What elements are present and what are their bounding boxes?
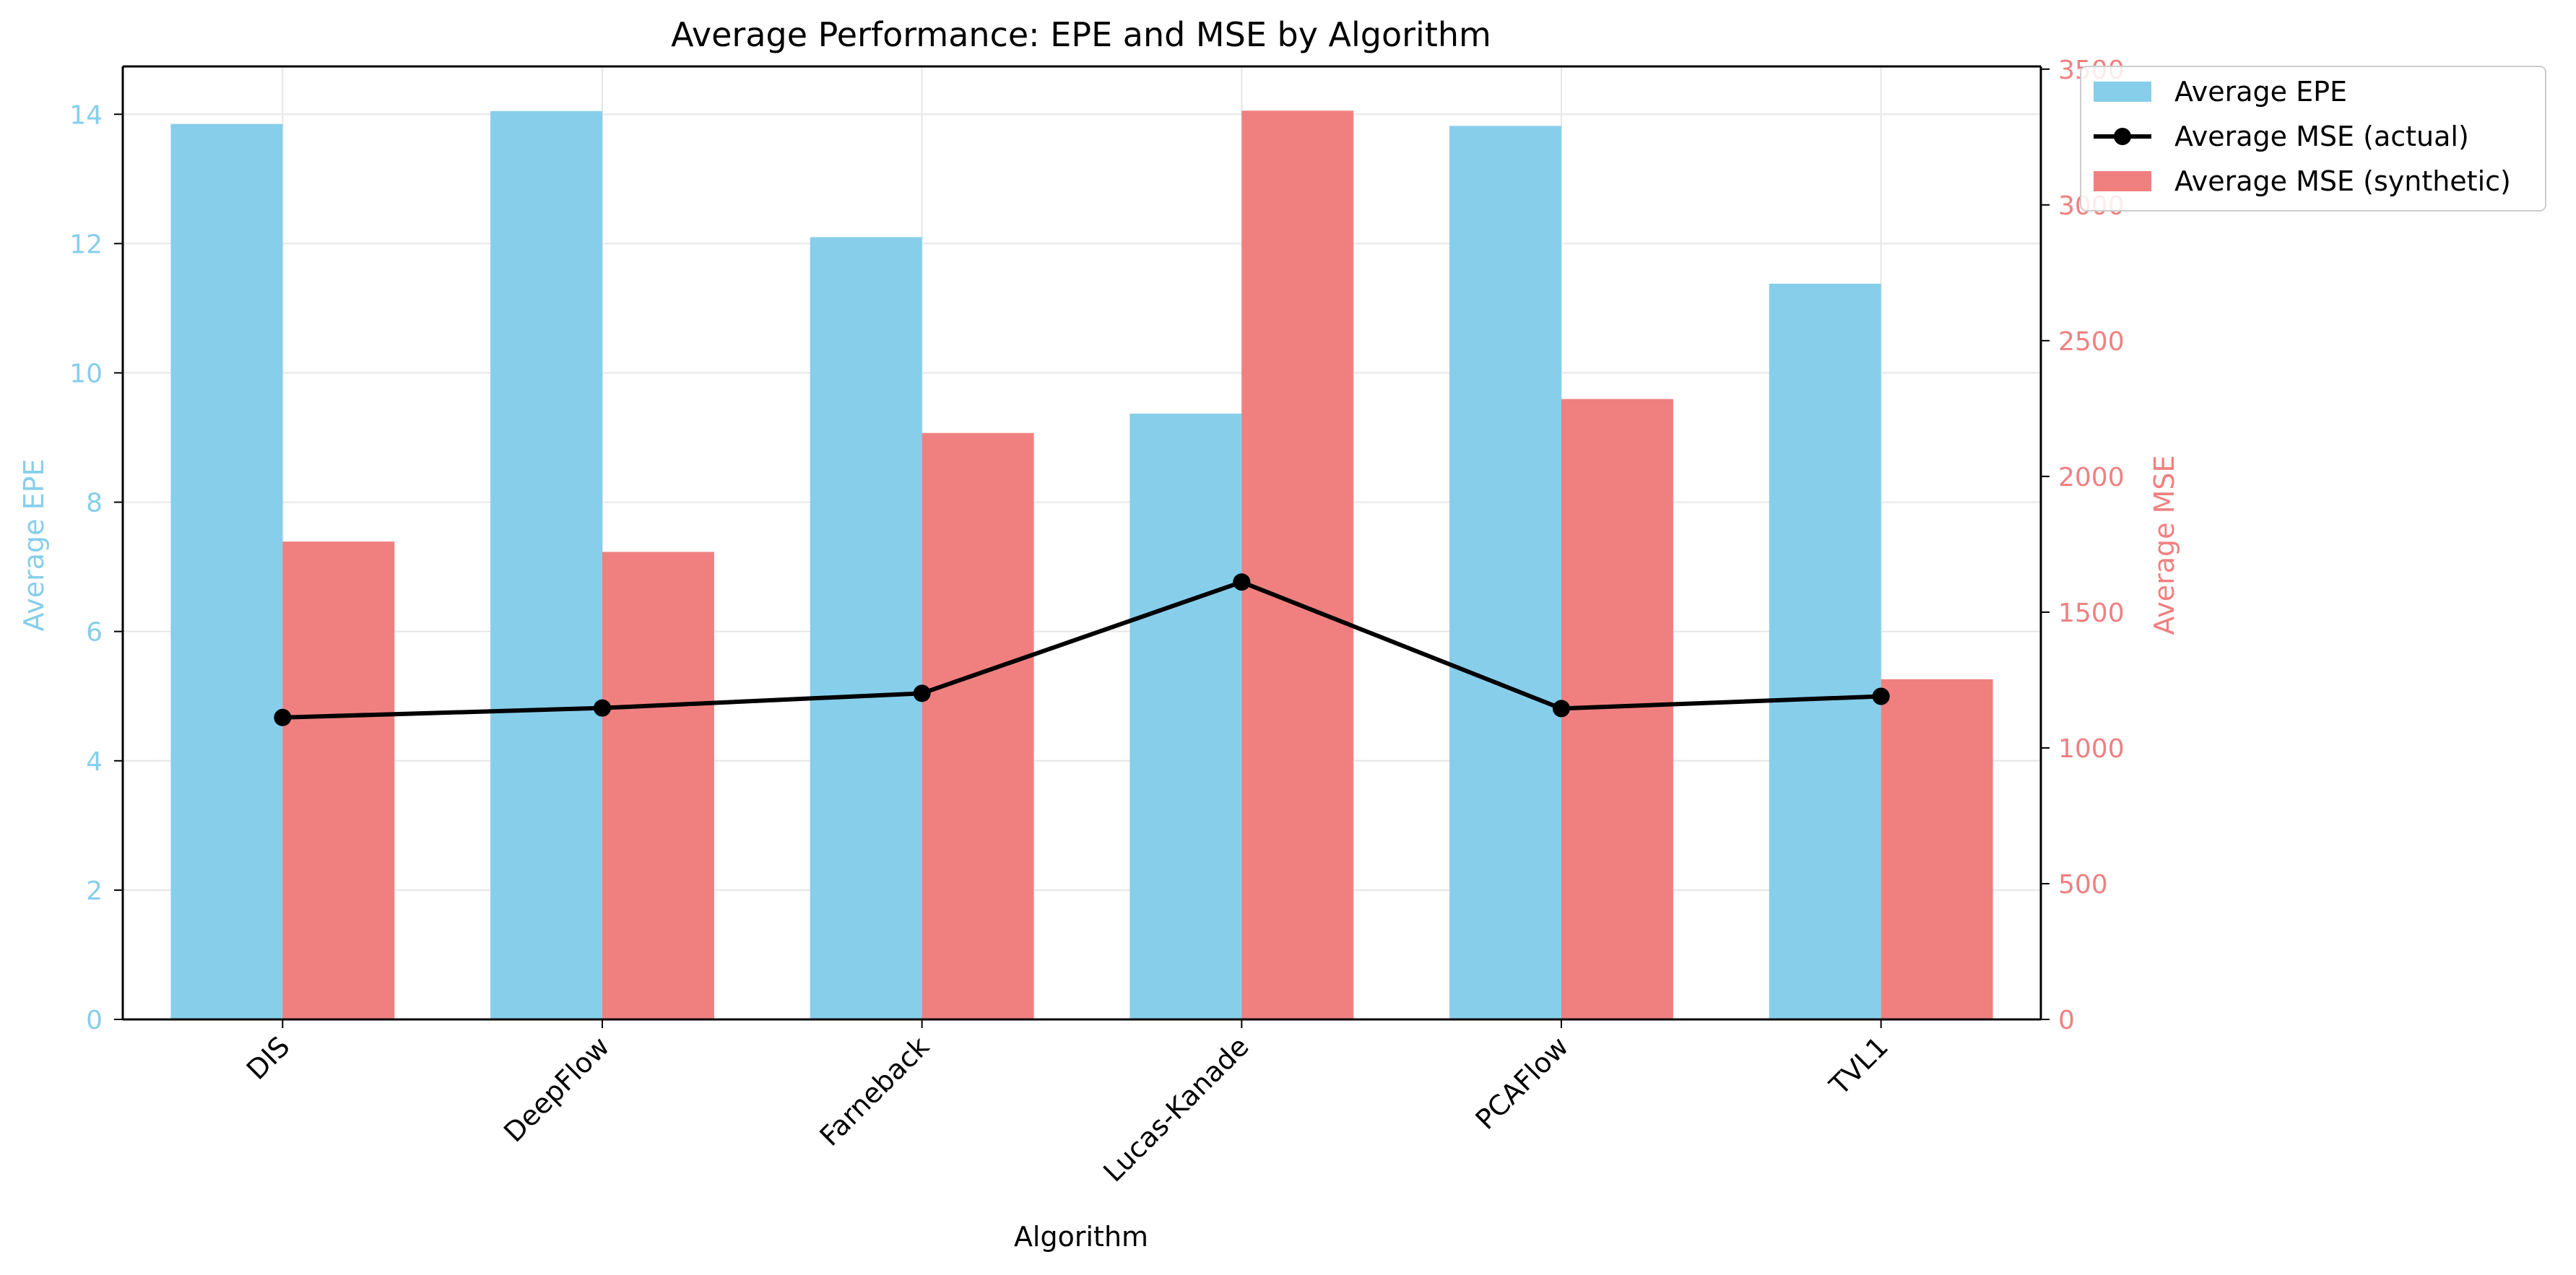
y-tick-label-left: 10: [69, 359, 103, 388]
legend-label-mse-synthetic: Average MSE (synthetic): [2174, 165, 2511, 197]
x-tick-label: Lucas-Kanade: [1097, 1030, 1254, 1188]
y-axis-label-left: Average EPE: [18, 458, 50, 631]
y-tick-label-right: 1500: [2058, 599, 2125, 628]
line-layer: [274, 573, 1890, 726]
x-tick-label: TVL1: [1823, 1030, 1894, 1102]
y-tick-label-left: 2: [86, 876, 103, 906]
bar-average-mse-synthetic: [1241, 110, 1354, 1019]
y-tick-label-left: 14: [69, 100, 103, 130]
y-tick-label-left: 4: [86, 747, 103, 777]
bar-average-mse-synthetic: [602, 552, 714, 1019]
point-average-mse-actual: [274, 708, 292, 726]
x-axis-label: Algorithm: [1014, 1221, 1148, 1253]
grid-layer: [123, 66, 2041, 1020]
bar-average-mse-synthetic: [921, 432, 1034, 1019]
legend-swatch-epe: [2094, 82, 2151, 102]
y-tick-label-left: 6: [86, 618, 103, 648]
legend-label-mse-actual: Average MSE (actual): [2174, 121, 2469, 152]
x-tick-label: PCAFlow: [1470, 1030, 1575, 1136]
point-average-mse-actual: [1233, 573, 1251, 591]
y-tick-label-right: 500: [2058, 870, 2108, 900]
y-tick-label-left: 0: [86, 1006, 103, 1035]
bar-average-mse-synthetic: [282, 541, 395, 1019]
bar-average-epe: [1129, 413, 1242, 1019]
legend-label-epe: Average EPE: [2174, 76, 2347, 108]
bar-average-epe: [810, 237, 922, 1019]
bars-layer: [170, 110, 1993, 1020]
y-axis-label-right: Average MSE: [2148, 455, 2180, 635]
bar-average-epe: [170, 123, 283, 1019]
legend-frame: [2080, 66, 2546, 212]
y-tick-label-left: 8: [86, 489, 103, 518]
point-average-mse-actual: [913, 684, 931, 702]
legend-swatch-mse-synthetic: [2094, 171, 2151, 191]
chart-title: Average Performance: EPE and MSE by Algo…: [671, 15, 1491, 54]
point-average-mse-actual: [1872, 687, 1890, 705]
y-tick-label-left: 12: [69, 230, 103, 259]
bar-average-epe: [1769, 283, 1881, 1019]
y-tick-label-right: 2000: [2058, 463, 2125, 492]
x-tick-label: Farneback: [813, 1030, 935, 1152]
y-tick-label-right: 1000: [2058, 734, 2125, 764]
legend-swatch-mse-actual-marker: [2114, 128, 2131, 145]
x-tick-label: DIS: [240, 1030, 296, 1086]
legend: Average EPE Average MSE (actual) Average…: [2080, 66, 2546, 212]
y-tick-label-right: 2500: [2058, 327, 2125, 357]
y-tick-label-right: 0: [2058, 1006, 2075, 1035]
bar-average-mse-synthetic: [1881, 679, 1993, 1019]
point-average-mse-actual: [594, 699, 611, 717]
axes-layer: [121, 65, 2042, 1021]
x-tick-label: DeepFlow: [498, 1030, 615, 1148]
bar-average-epe: [490, 110, 602, 1020]
point-average-mse-actual: [1553, 700, 1570, 718]
line-average-mse-actual: [282, 580, 1881, 720]
bar-average-epe: [1449, 126, 1561, 1019]
